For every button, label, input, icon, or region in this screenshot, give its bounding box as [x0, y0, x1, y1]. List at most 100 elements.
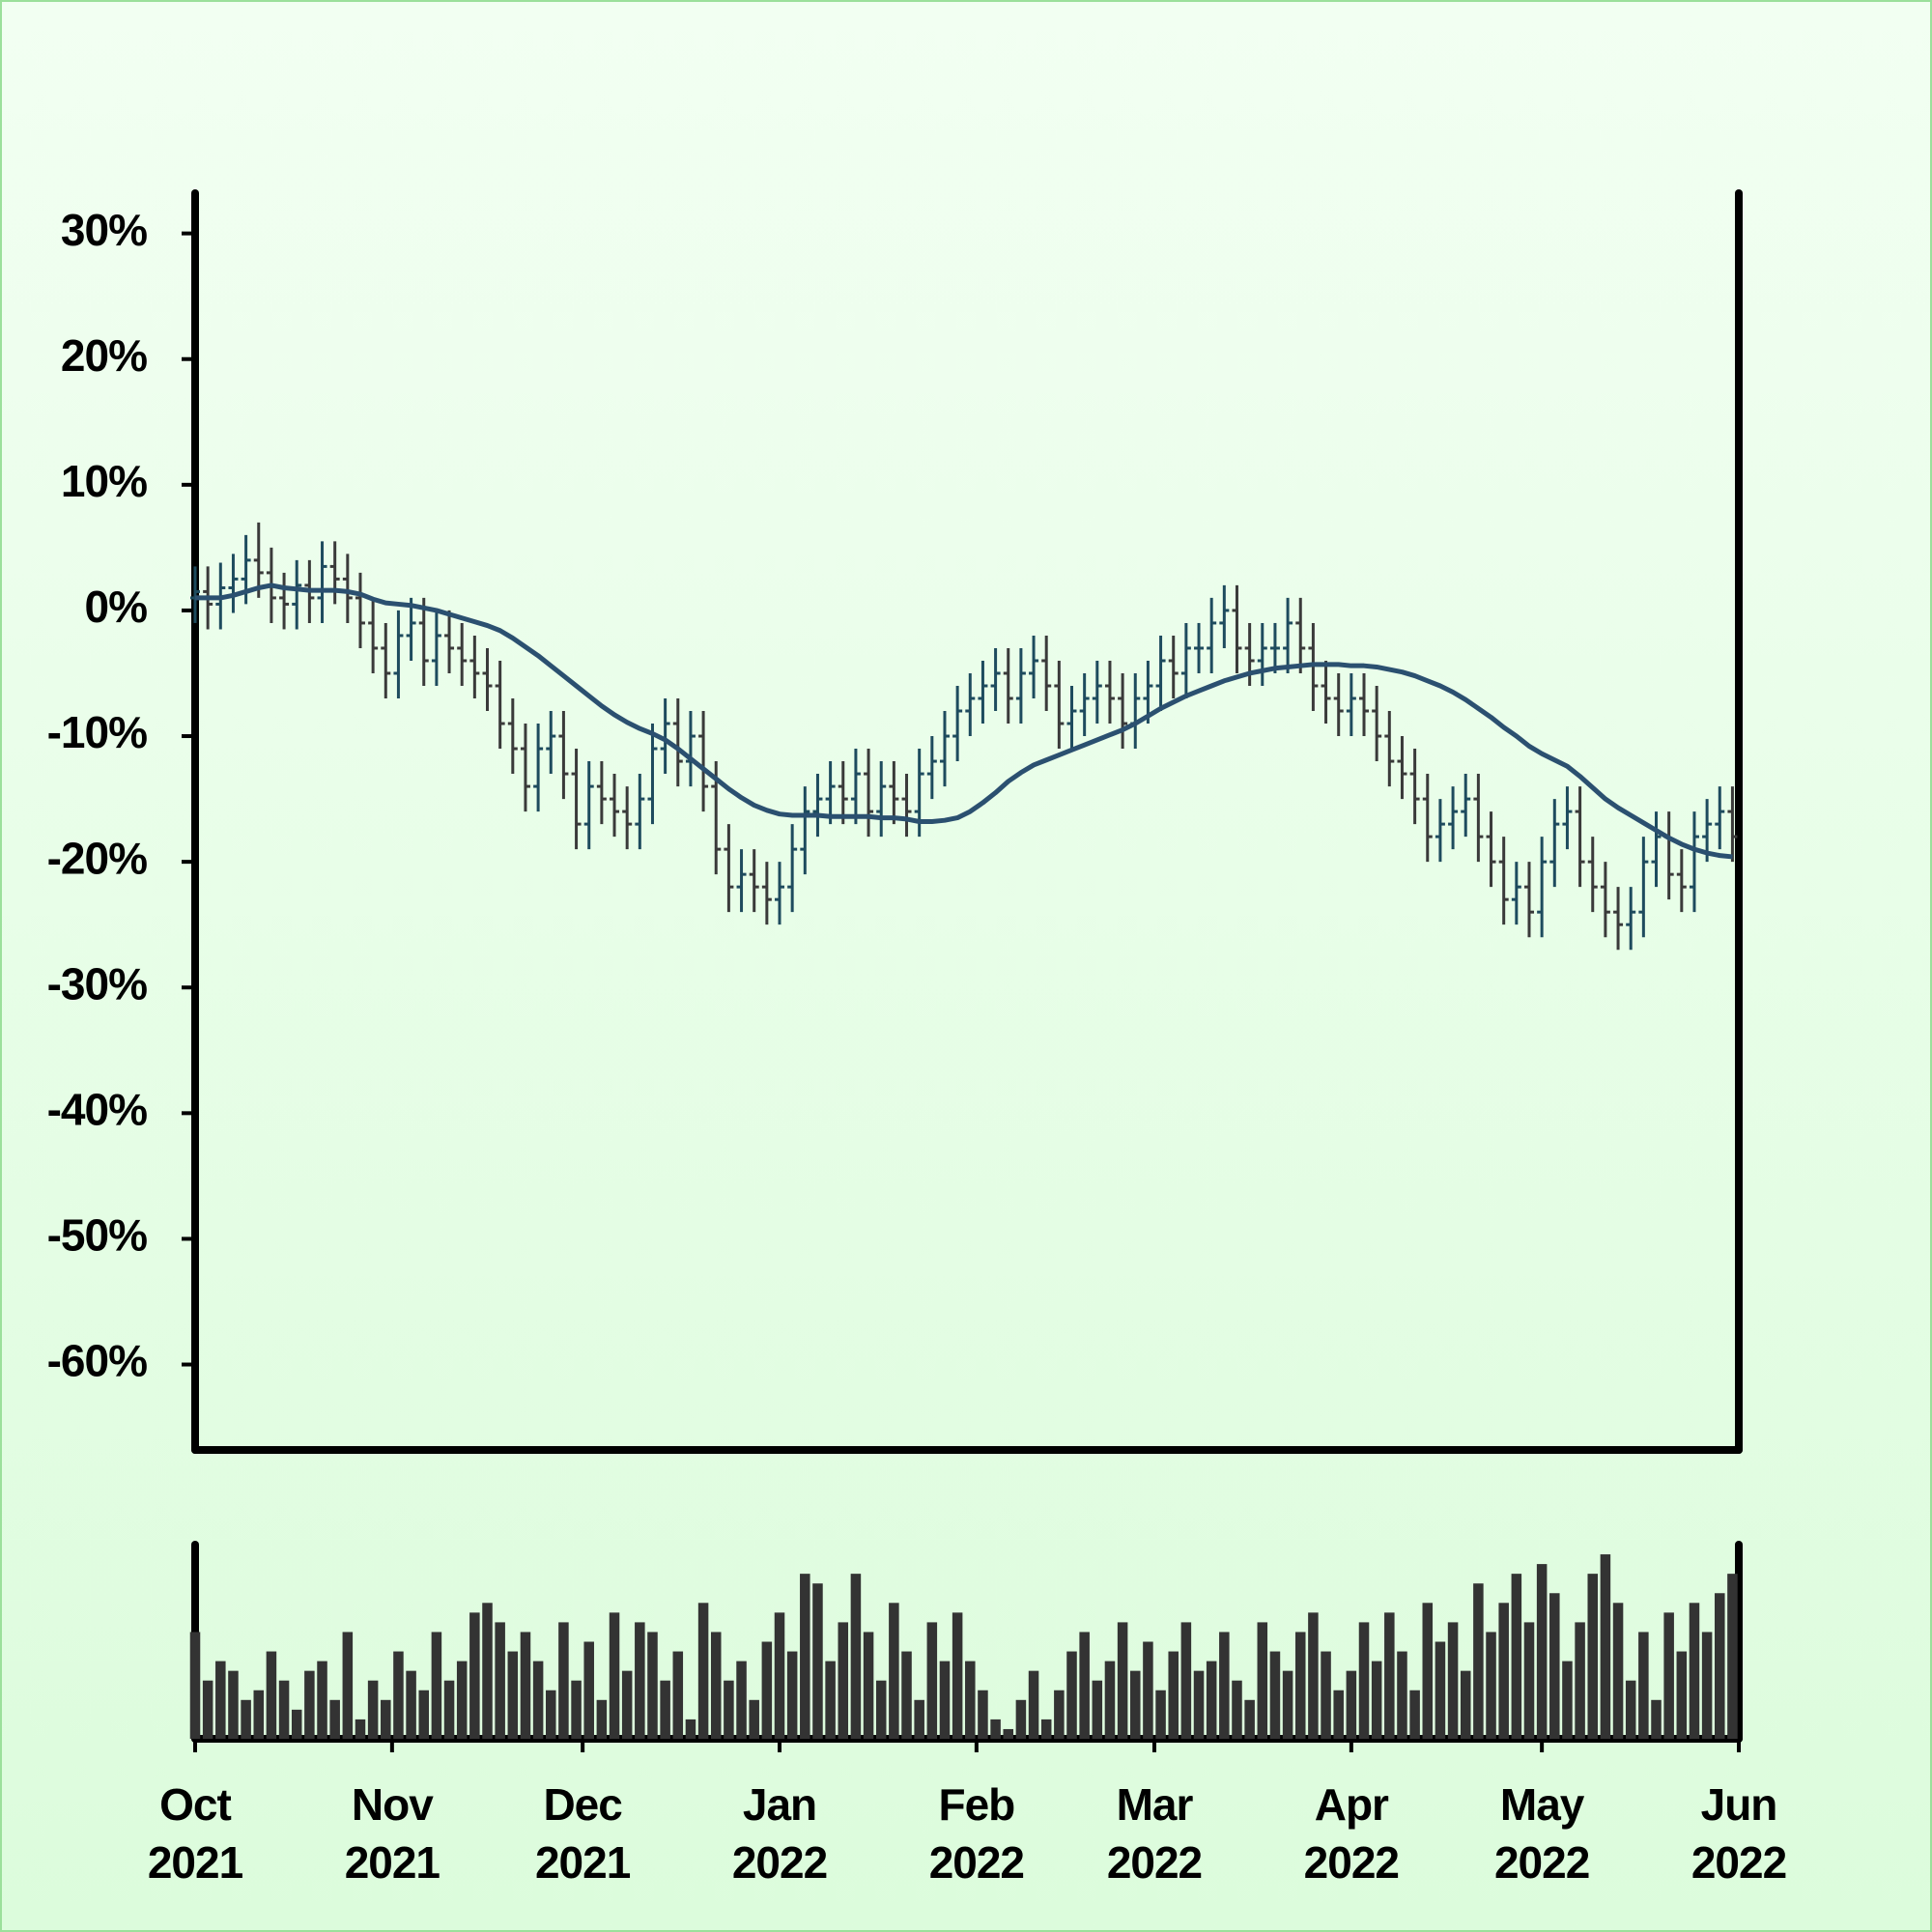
volume-bar	[990, 1719, 1001, 1739]
x-tick-label: Nov 2021	[344, 1779, 440, 1888]
volume-bar	[914, 1699, 924, 1739]
y-tick-label: -50%	[47, 1210, 147, 1261]
volume-bar	[1473, 1583, 1484, 1739]
volume-bar	[1143, 1641, 1153, 1739]
volume-bar	[596, 1699, 608, 1739]
volume-bar	[1269, 1651, 1281, 1739]
x-tick-label: Jan 2022	[731, 1779, 828, 1888]
volume-bar	[1727, 1574, 1738, 1739]
volume-bar	[1409, 1690, 1420, 1739]
volume-bar	[697, 1603, 709, 1739]
volume-bar	[1638, 1632, 1649, 1739]
volume-bar	[672, 1651, 684, 1739]
volume-bar	[1397, 1651, 1407, 1739]
y-tick-label: -10%	[47, 707, 147, 757]
volume-bar	[1092, 1680, 1103, 1739]
volume-bar	[1549, 1593, 1560, 1739]
volume-bar	[443, 1680, 455, 1739]
volume-bar	[850, 1574, 862, 1739]
volume-bar	[1523, 1622, 1535, 1739]
volume-bar	[749, 1699, 759, 1739]
x-tick-label: Feb 2022	[928, 1779, 1025, 1888]
volume-bar	[812, 1583, 823, 1739]
volume-bar	[189, 1632, 201, 1739]
y-tick-label: -20%	[47, 833, 147, 883]
y-tick-label: 0%	[85, 582, 148, 632]
volume-bar	[825, 1661, 836, 1739]
volume-bar	[889, 1603, 899, 1739]
volume-bar	[1206, 1661, 1217, 1739]
volume-bar	[329, 1699, 340, 1739]
volume-bar	[875, 1680, 887, 1739]
volume-bar	[1180, 1622, 1192, 1739]
volume-bar	[1104, 1661, 1116, 1739]
volume-bar	[532, 1661, 544, 1739]
y-tick-label: 30%	[61, 205, 147, 255]
volume-bar	[1701, 1632, 1713, 1739]
volume-bar	[291, 1709, 302, 1739]
volume-bar	[685, 1719, 696, 1739]
volume-bar	[1257, 1622, 1268, 1739]
volume-bar	[431, 1632, 442, 1739]
volume-bar	[1232, 1680, 1242, 1739]
volume-bar	[1447, 1622, 1459, 1739]
volume-bar	[1498, 1603, 1509, 1739]
volume-bar	[1676, 1651, 1688, 1739]
volume-bar	[1663, 1612, 1674, 1739]
volume-bar	[495, 1622, 505, 1739]
volume-bar	[1028, 1670, 1039, 1739]
volume-bar	[1536, 1564, 1548, 1739]
volume-bar	[381, 1699, 391, 1739]
volume-bar	[1486, 1632, 1496, 1739]
volume-bar	[1193, 1670, 1205, 1739]
volume-bar	[1435, 1641, 1446, 1739]
volume-bar	[1460, 1670, 1471, 1739]
volume-bar	[1358, 1622, 1370, 1739]
volume-bar	[901, 1651, 912, 1739]
volume-bar	[1371, 1661, 1382, 1739]
x-tick-label: Mar 2022	[1106, 1779, 1203, 1888]
volume-bar	[635, 1622, 645, 1739]
volume-bar	[1422, 1603, 1434, 1739]
volume-bar	[800, 1574, 810, 1739]
volume-bar	[202, 1680, 213, 1739]
x-tick-label: Apr 2022	[1303, 1779, 1400, 1888]
volume-bar	[774, 1612, 785, 1739]
volume-bar	[253, 1690, 265, 1739]
volume-bar	[1040, 1719, 1052, 1739]
volume-bar	[571, 1680, 582, 1739]
volume-bar	[418, 1690, 430, 1739]
volume-bar	[1333, 1690, 1344, 1739]
volume-bar	[583, 1641, 594, 1739]
volume-bar	[1155, 1690, 1166, 1739]
y-tick-label: -40%	[47, 1084, 147, 1134]
y-tick-label: 10%	[61, 456, 147, 506]
volume-bar	[1715, 1593, 1725, 1739]
volume-bar	[1600, 1554, 1611, 1739]
volume-bar	[1079, 1632, 1090, 1739]
volume-bar	[1308, 1612, 1319, 1739]
volume-bar	[1625, 1680, 1636, 1739]
volume-bar	[863, 1632, 874, 1739]
volume-bar	[1651, 1699, 1662, 1739]
volume-bar	[1384, 1612, 1395, 1739]
volume-bar	[786, 1651, 798, 1739]
x-tick-label: Dec 2021	[534, 1779, 631, 1888]
volume-bar	[1219, 1632, 1230, 1739]
y-tick-label: -60%	[47, 1336, 147, 1386]
volume-bar	[1117, 1622, 1128, 1739]
volume-bar	[520, 1632, 531, 1739]
volume-bar	[710, 1632, 722, 1739]
volume-bar	[1346, 1670, 1357, 1739]
volume-bar	[342, 1632, 354, 1739]
volume-bar	[1689, 1603, 1700, 1739]
volume-bar	[1244, 1699, 1255, 1739]
volume-bar	[317, 1661, 327, 1739]
volume-bar	[660, 1680, 670, 1739]
volume-bar	[1282, 1670, 1293, 1739]
volume-bar	[952, 1612, 963, 1739]
volume-bar	[724, 1680, 734, 1739]
x-tick-label: Jun 2022	[1690, 1779, 1787, 1888]
